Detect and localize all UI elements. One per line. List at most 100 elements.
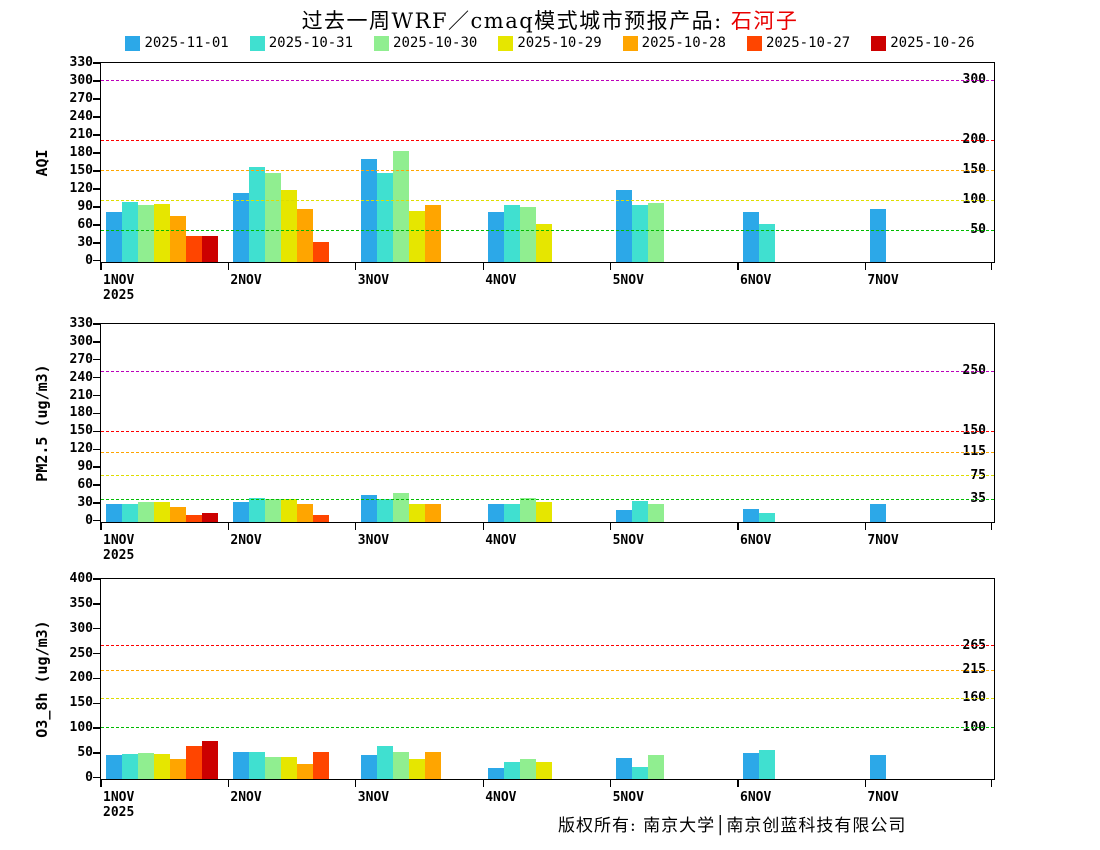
bar-o3_8h-2025-10-29 [281,756,298,779]
y-tick-label: 30 [77,234,93,250]
bar-o3_8h-2025-10-31 [122,754,138,779]
bar-pm25-2025-11-01 [743,508,759,522]
bar-pm25-2025-10-29 [281,499,298,522]
y-axis-label-aqi: AQI [33,148,51,177]
ref-line [101,371,994,372]
legend-label: 2025-10-31 [268,35,354,51]
legend-label: 2025-10-27 [765,35,851,51]
bar-o3_8h-2025-11-01 [743,753,759,779]
x-tick-label: 4NOV [485,790,517,805]
bar-o3_8h-2025-10-31 [759,750,775,779]
x-tick-label: 2NOV [230,273,262,288]
ref-line [101,645,994,647]
x-tick-label: 7NOV [867,533,899,548]
x-tick [100,522,102,530]
ref-line [101,670,994,672]
bar-pm25-2025-10-29 [536,502,553,522]
ref-line-label: 265 [962,637,986,653]
x-tick [355,262,357,270]
x-tick-label: 6NOV [740,790,772,805]
bar-aqi-2025-10-29 [408,211,425,262]
x-tick-year-label: 2025 [103,288,135,303]
bar-o3_8h-2025-11-01 [233,751,250,779]
y-tick-label: 300 [69,620,93,636]
y-tick-label: 200 [69,670,93,686]
ref-line-label: 75 [970,467,986,483]
bar-pm25-2025-10-31 [759,513,775,522]
bar-o3_8h-2025-10-30 [138,753,154,779]
x-tick-label: 6NOV [740,533,772,548]
legend-swatch [622,35,638,51]
bar-aqi-2025-10-31 [122,202,138,262]
bar-aqi-2025-10-29 [154,203,170,262]
y-tick-label: 350 [69,595,93,611]
bar-aqi-2025-10-30 [138,205,154,262]
x-tick-label: 1NOV [103,790,135,805]
y-tick [93,242,101,244]
x-tick [609,779,612,787]
y-tick [93,502,101,504]
bar-o3_8h-2025-10-31 [249,751,266,779]
ref-line [101,140,994,142]
bar-aqi-2025-10-28 [424,205,441,262]
y-tick [93,628,101,630]
x-tick-label: 4NOV [485,273,517,288]
x-tick [100,262,102,270]
y-tick-label: 300 [69,72,93,88]
bar-aqi-2025-10-30 [392,151,409,262]
bar-aqi-2025-10-28 [170,215,186,262]
y-tick [93,777,101,779]
ref-line-label: 160 [962,689,986,705]
y-tick [93,520,101,522]
bar-pm25-2025-10-30 [520,498,537,522]
y-tick [93,359,101,361]
y-tick-label: 60 [77,216,93,232]
plot-area-aqi: 0 30 60 90 120 150 180 210 240 270 300 330 1NOV 2025 2… [70,55,995,303]
page-title: 过去一周WRF／cmaq模式城市预报产品: 石河子 [0,5,1100,35]
bar-aqi-2025-11-01 [488,211,505,262]
y-tick-label: 180 [69,405,93,421]
legend-swatch [125,35,141,51]
x-tick [609,262,612,270]
bar-o3_8h-2025-11-01 [488,768,505,779]
bar-o3_8h-2025-11-01 [106,755,122,779]
legend-label: 2025-10-29 [517,35,602,51]
bar-pm25-2025-10-31 [376,499,393,522]
bar-aqi-2025-11-01 [870,208,887,262]
legend-label: 2025-10-28 [641,35,726,51]
y-tick-label: 150 [69,162,93,178]
x-tick [990,262,993,270]
bar-o3_8h-2025-11-01 [870,755,887,779]
bar-o3_8h-2025-10-29 [536,761,553,779]
x-tick [990,779,993,787]
legend-swatch [746,35,762,51]
bar-o3_8h-2025-10-29 [154,754,170,779]
legend-item: 2025-10-27 [746,35,851,51]
ref-line [101,475,994,477]
bar-pm25-2025-10-31 [631,501,648,522]
ref-line [101,170,994,172]
bar-aqi-2025-10-29 [281,190,298,262]
bar-o3_8h-2025-10-28 [297,764,314,779]
x-tick [737,522,739,530]
x-tick [990,522,993,530]
ref-line-label: 50 [970,222,986,238]
x-tick-label: 3NOV [357,533,390,548]
x-tick [482,262,484,270]
bar-o3_8h-2025-10-28 [424,751,441,779]
y-tick-label: 60 [77,477,93,493]
ref-line-label: 250 [962,363,986,379]
x-tick [737,779,739,787]
x-tick-label: 1NOV [103,273,135,288]
y-tick [93,152,101,154]
y-tick-label: 330 [69,316,93,331]
y-tick-label: 240 [69,108,93,124]
y-tick [93,752,101,754]
y-tick-label: 30 [77,494,93,510]
bar-pm25-2025-10-27 [313,514,330,522]
y-tick-label: 210 [69,126,93,142]
bar-aqi-2025-11-01 [233,193,250,262]
bar-pm25-2025-10-31 [504,504,521,522]
y-tick [93,341,101,343]
y-tick [93,116,101,118]
